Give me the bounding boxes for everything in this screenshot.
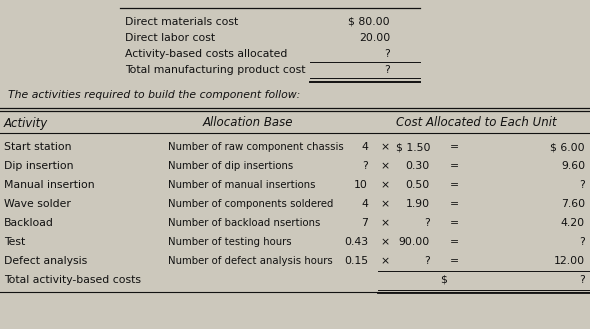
Text: 1.90: 1.90 bbox=[406, 199, 430, 209]
Text: ×: × bbox=[381, 142, 389, 152]
Text: Direct materials cost: Direct materials cost bbox=[125, 17, 238, 27]
Text: ?: ? bbox=[384, 65, 390, 75]
Text: 7: 7 bbox=[361, 218, 368, 228]
Text: $ 1.50: $ 1.50 bbox=[395, 142, 430, 152]
Text: $ 6.00: $ 6.00 bbox=[550, 142, 585, 152]
Text: ×: × bbox=[381, 218, 389, 228]
Text: =: = bbox=[450, 199, 458, 209]
Text: Total activity-based costs: Total activity-based costs bbox=[4, 275, 141, 285]
Text: Number of defect analysis hours: Number of defect analysis hours bbox=[168, 256, 333, 266]
Text: Activity: Activity bbox=[4, 116, 48, 130]
Text: Number of manual insertions: Number of manual insertions bbox=[168, 180, 316, 190]
Text: 10: 10 bbox=[354, 180, 368, 190]
Text: Defect analysis: Defect analysis bbox=[4, 256, 87, 266]
Text: Dip insertion: Dip insertion bbox=[4, 161, 74, 171]
Text: ?: ? bbox=[362, 161, 368, 171]
Text: 90.00: 90.00 bbox=[399, 237, 430, 247]
Text: =: = bbox=[450, 237, 458, 247]
Text: $ 80.00: $ 80.00 bbox=[348, 17, 390, 27]
Text: 12.00: 12.00 bbox=[554, 256, 585, 266]
Text: 0.50: 0.50 bbox=[406, 180, 430, 190]
Text: ×: × bbox=[381, 199, 389, 209]
Text: Cost Allocated to Each Unit: Cost Allocated to Each Unit bbox=[396, 116, 556, 130]
Text: =: = bbox=[450, 161, 458, 171]
Text: =: = bbox=[450, 218, 458, 228]
Text: 0.15: 0.15 bbox=[344, 256, 368, 266]
Text: ×: × bbox=[381, 180, 389, 190]
Text: ?: ? bbox=[579, 237, 585, 247]
Text: 4: 4 bbox=[361, 199, 368, 209]
Text: ×: × bbox=[381, 256, 389, 266]
Text: ?: ? bbox=[424, 218, 430, 228]
Text: Wave solder: Wave solder bbox=[4, 199, 71, 209]
Text: =: = bbox=[450, 142, 458, 152]
Text: Backload: Backload bbox=[4, 218, 54, 228]
Text: Manual insertion: Manual insertion bbox=[4, 180, 94, 190]
Text: Number of testing hours: Number of testing hours bbox=[168, 237, 291, 247]
Text: Start station: Start station bbox=[4, 142, 71, 152]
Text: Number of raw component chassis: Number of raw component chassis bbox=[168, 142, 344, 152]
Text: ?: ? bbox=[579, 180, 585, 190]
Text: 7.60: 7.60 bbox=[561, 199, 585, 209]
Text: Direct labor cost: Direct labor cost bbox=[125, 33, 215, 43]
Text: =: = bbox=[450, 180, 458, 190]
Text: Total manufacturing product cost: Total manufacturing product cost bbox=[125, 65, 306, 75]
Text: ×: × bbox=[381, 237, 389, 247]
Text: $: $ bbox=[440, 275, 447, 285]
Text: Test: Test bbox=[4, 237, 25, 247]
Text: ?: ? bbox=[424, 256, 430, 266]
Text: 4.20: 4.20 bbox=[561, 218, 585, 228]
Text: Number of backload nsertions: Number of backload nsertions bbox=[168, 218, 320, 228]
Text: =: = bbox=[450, 256, 458, 266]
Text: 9.60: 9.60 bbox=[561, 161, 585, 171]
Text: 4: 4 bbox=[361, 142, 368, 152]
Text: 0.30: 0.30 bbox=[406, 161, 430, 171]
Text: Allocation Base: Allocation Base bbox=[203, 116, 293, 130]
Text: Number of components soldered: Number of components soldered bbox=[168, 199, 333, 209]
Text: ?: ? bbox=[384, 49, 390, 59]
Text: ×: × bbox=[381, 161, 389, 171]
Text: 20.00: 20.00 bbox=[359, 33, 390, 43]
Text: Number of dip insertions: Number of dip insertions bbox=[168, 161, 293, 171]
Text: ?: ? bbox=[579, 275, 585, 285]
Text: The activities required to build the component follow:: The activities required to build the com… bbox=[8, 90, 300, 100]
Text: Activity-based costs allocated: Activity-based costs allocated bbox=[125, 49, 287, 59]
Text: 0.43: 0.43 bbox=[344, 237, 368, 247]
